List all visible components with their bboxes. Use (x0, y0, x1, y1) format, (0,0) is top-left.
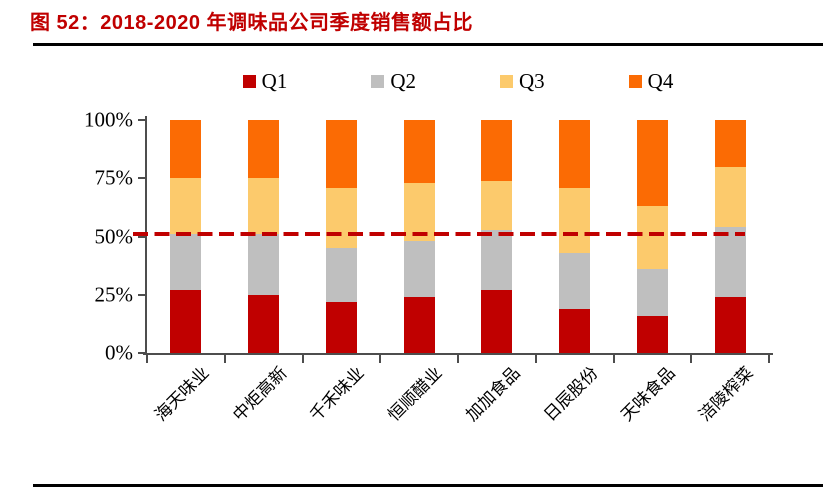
x-axis-category-label: 涪陵榨菜 (695, 363, 757, 425)
bar-segment-q1 (403, 297, 435, 353)
plot-area (133, 116, 773, 363)
stacked-bar-2 (248, 120, 280, 353)
bar-segment-q3 (325, 187, 357, 249)
y-axis-tick-label: 50% (94, 224, 134, 248)
y-axis-tick-label: 25% (94, 282, 134, 307)
bar-segment-q1 (170, 290, 202, 353)
x-axis-category-label: 千禾味业 (306, 363, 369, 425)
x-axis-tick (301, 355, 304, 363)
x-axis-tick (223, 355, 226, 363)
stacked-bar-6 (559, 120, 591, 353)
bar-segment-q3 (170, 178, 202, 235)
bar-segment-q2 (325, 248, 357, 302)
bar-segment-q4 (559, 120, 591, 188)
legend-item-q1: Q1 (242, 69, 288, 93)
bar-segment-q2 (248, 234, 280, 295)
y-axis-tick (138, 235, 145, 238)
y-axis-tick-label: 0% (105, 340, 133, 365)
bar-segment-q2 (636, 269, 668, 316)
legend-swatch-q3 (500, 75, 513, 88)
bar-segment-q4 (403, 120, 435, 183)
x-axis-tick (534, 355, 537, 363)
bar-segment-q3 (403, 182, 435, 242)
bar-segment-q1 (636, 315, 668, 353)
x-axis-tick (768, 355, 770, 363)
x-axis-category-label: 日辰股份 (539, 363, 602, 425)
y-axis-tick (138, 293, 145, 296)
y-axis-tick-label: 75% (94, 165, 134, 190)
x-axis-category-label: 天味食品 (617, 363, 680, 425)
legend-swatch-q1 (242, 75, 256, 88)
chart-legend: Q1 Q2 Q3 Q4 (147, 71, 769, 92)
stacked-bar-5 (481, 120, 513, 353)
legend-item-q2: Q2 (371, 71, 416, 92)
legend-item-q4: Q4 (628, 69, 674, 93)
bar-segment-q1 (325, 301, 357, 353)
legend-swatch-q4 (628, 75, 642, 88)
bar-segment-q3 (481, 180, 513, 230)
bar-segment-q3 (248, 178, 280, 235)
bar-segment-q2 (559, 252, 591, 309)
bar-segment-q2 (403, 241, 435, 298)
bar-segment-q4 (170, 120, 202, 179)
legend-item-q3: Q3 (500, 71, 545, 92)
x-axis-category-label: 中炬高新 (228, 363, 291, 425)
bar-segment-q1 (559, 308, 591, 353)
bottom-divider-rule (33, 484, 823, 487)
title-divider-rule (33, 43, 823, 46)
bar-segment-q2 (170, 234, 202, 291)
legend-label: Q4 (647, 69, 674, 93)
bar-segment-q1 (714, 297, 746, 353)
x-axis-tick (146, 355, 148, 363)
x-axis-tick (690, 355, 693, 363)
bar-segment-q4 (481, 120, 513, 181)
y-axis-tick (138, 177, 145, 180)
bar-segment-q1 (481, 290, 513, 353)
bar-segment-q4 (248, 120, 280, 179)
stacked-bar-4 (403, 120, 435, 353)
figure-title: 图 52：2018-2020 年调味品公司季度销售额占比 (30, 12, 474, 34)
bar-segment-q2 (714, 227, 746, 298)
bar-segment-q3 (714, 166, 746, 228)
x-axis-category-label: 海天味业 (151, 363, 213, 425)
bar-segment-q3 (559, 187, 591, 253)
legend-label: Q3 (519, 69, 545, 93)
x-axis-category-label: 恒顺醋业 (384, 363, 446, 425)
stacked-bar-3 (325, 120, 357, 353)
y-axis-tick (138, 352, 145, 354)
x-axis-tick (457, 355, 459, 363)
stacked-bar-7 (636, 120, 668, 353)
bar-segment-q3 (636, 206, 668, 270)
bar-segment-q1 (248, 294, 280, 353)
stacked-bar-1 (170, 120, 202, 353)
x-axis-tick (379, 355, 382, 363)
reference-dashed-line (133, 232, 745, 237)
bar-segment-q4 (636, 120, 668, 207)
bar-segment-q4 (714, 120, 746, 167)
bar-segment-q2 (481, 229, 513, 291)
x-axis-category-label: 加加食品 (462, 363, 524, 425)
y-axis-tick (138, 119, 145, 121)
stacked-bar-8 (714, 120, 746, 353)
legend-label: Q1 (261, 69, 288, 93)
y-axis-tick-label: 100% (84, 107, 133, 132)
bar-segment-q4 (325, 120, 357, 188)
legend-swatch-q2 (371, 75, 385, 88)
legend-label: Q2 (390, 69, 416, 93)
x-axis-line (143, 353, 773, 355)
x-axis-tick (612, 355, 615, 363)
